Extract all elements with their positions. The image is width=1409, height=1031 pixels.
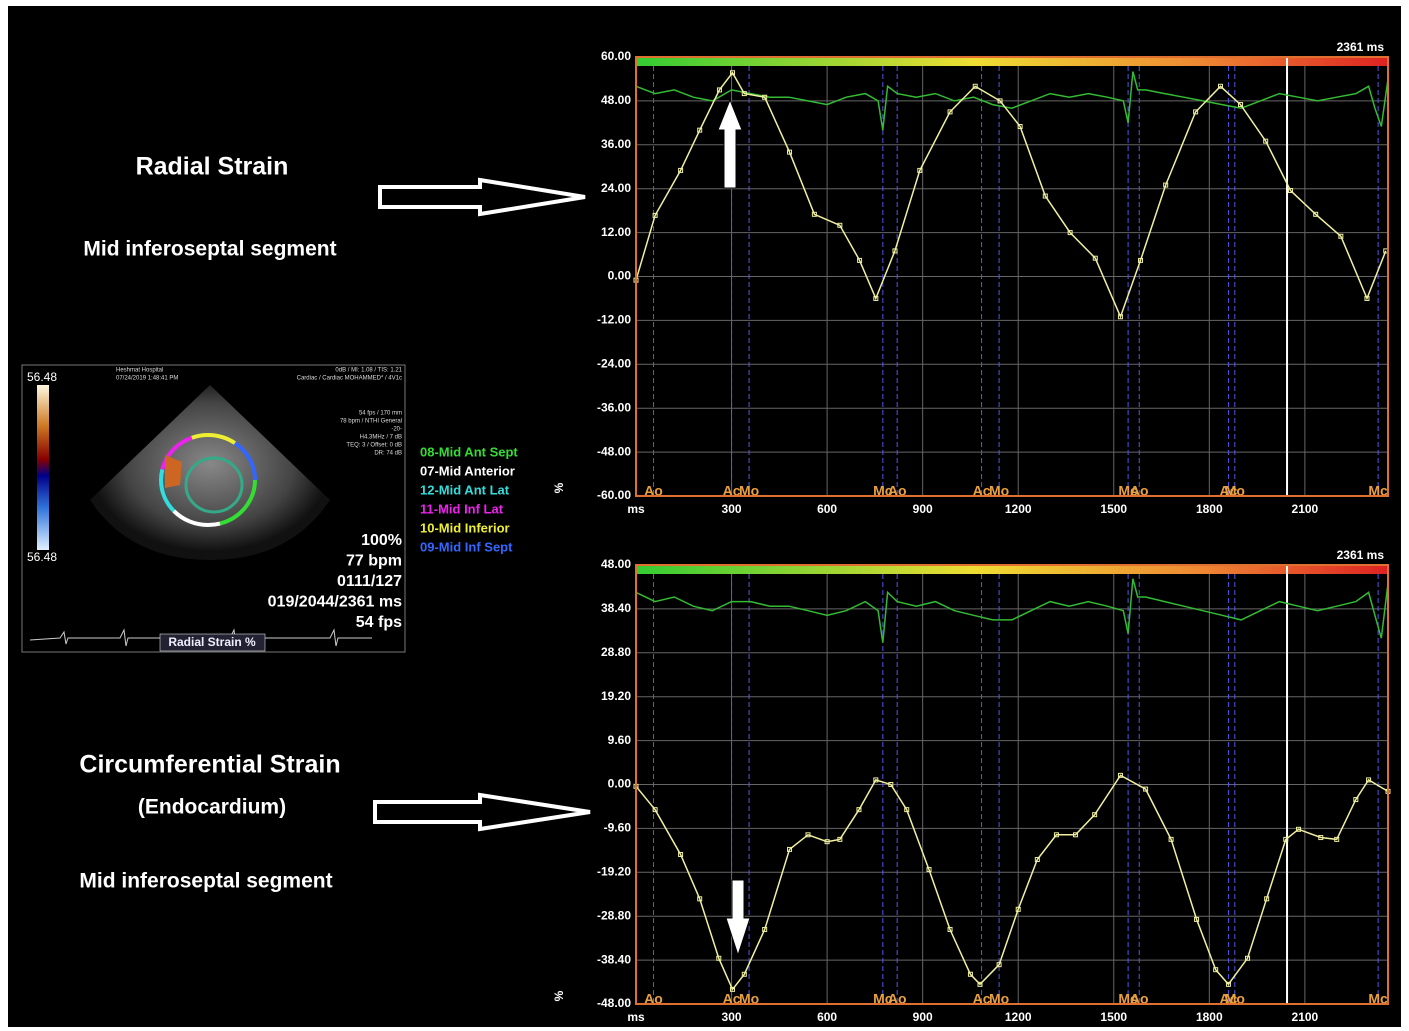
segment-label: 07-Mid Anterior — [420, 463, 515, 478]
settings-text: 78 bpm / NTHI General — [340, 419, 402, 425]
y-tick-label: 0.00 — [608, 777, 632, 791]
y-tick-label: -48.00 — [597, 996, 631, 1010]
segment-label: 10-Mid Inferior — [420, 520, 510, 535]
stat-text: 019/2044/2361 ms — [268, 594, 402, 611]
y-tick-label: 19.20 — [601, 689, 631, 703]
radial-segment: Mid inferoseptal segment — [83, 238, 336, 261]
y-tick-label: 36.00 — [601, 137, 631, 151]
header-text: Heshmat Hospital — [116, 368, 163, 374]
x-tick-label: 1800 — [1196, 502, 1223, 516]
x-axis-label: ms — [627, 1010, 645, 1024]
y-tick-label: 48.00 — [601, 557, 631, 571]
segment-label: 08-Mid Ant Sept — [420, 444, 518, 459]
end-label: 2361 ms — [1337, 548, 1385, 562]
x-tick-label: 2100 — [1292, 1010, 1319, 1024]
y-tick-label: 60.00 — [601, 49, 631, 63]
x-tick-label: 2100 — [1292, 502, 1319, 516]
stat-text: 77 bpm — [346, 553, 402, 570]
y-tick-label: 38.40 — [601, 601, 631, 615]
segment-label: 09-Mid Inf Sept — [420, 539, 513, 554]
color-scale — [37, 385, 49, 550]
segment-label: 12-Mid Ant Lat — [420, 482, 510, 497]
x-tick-label: 1500 — [1100, 1010, 1127, 1024]
echo-thumbnail: 56.48 56.48 Heshmat Hospital 07/24/2019 1… — [22, 365, 405, 652]
stat-text: 54 fps — [356, 614, 402, 631]
x-tick-label: 1200 — [1005, 1010, 1032, 1024]
color-bar — [636, 57, 1388, 66]
y-axis-label: % — [552, 990, 566, 1001]
x-tick-label: 900 — [913, 502, 933, 516]
end-label: 2361 ms — [1337, 40, 1385, 54]
figure: Radial Strain Mid inferoseptal segment C… — [0, 0, 1409, 1031]
y-axis-label: % — [552, 482, 566, 493]
settings-text: -20- — [391, 427, 402, 433]
y-tick-label: 28.80 — [601, 645, 631, 659]
x-tick-label: 1200 — [1005, 502, 1032, 516]
color-bar — [636, 565, 1388, 574]
y-tick-label: -48.00 — [597, 444, 631, 458]
y-tick-label: 24.00 — [601, 181, 631, 195]
circ-segment: Mid inferoseptal segment — [79, 870, 332, 893]
y-tick-label: 12.00 — [601, 225, 631, 239]
stat-text: 0111/127 — [337, 573, 402, 590]
segment-label: 11-Mid Inf Lat — [420, 501, 504, 516]
x-axis-label: ms — [627, 502, 645, 516]
y-tick-label: -19.20 — [597, 864, 631, 878]
y-tick-label: -60.00 — [597, 488, 631, 502]
x-tick-label: 1800 — [1196, 1010, 1223, 1024]
header-text: 07/24/2019 1:48:41 PM — [116, 376, 178, 382]
page: {"annotations":{"radial_title":"Radial S… — [0, 0, 1409, 1031]
settings-text: DR: 74 dB — [374, 451, 402, 457]
x-tick-label: 600 — [817, 1010, 837, 1024]
mode-label: Radial Strain % — [168, 635, 256, 649]
settings-text: H4.3MHz / 7 dB — [360, 435, 402, 441]
circ-title: Circumferential Strain — [79, 751, 340, 779]
header-text: Cardiac / Cardiac MOHAMMED* / 4V1c — [297, 376, 402, 382]
y-tick-label: -38.40 — [597, 952, 631, 966]
y-tick-label: -36.00 — [597, 400, 631, 414]
y-tick-label: -12.00 — [597, 313, 631, 327]
circ-subtitle: (Endocardium) — [138, 796, 286, 819]
scale-bottom: 56.48 — [27, 550, 57, 564]
stat-text: 100% — [361, 532, 402, 549]
y-tick-label: -9.60 — [604, 821, 632, 835]
y-tick-label: 0.00 — [608, 269, 632, 283]
settings-text: 54 fps / 170 mm — [359, 411, 402, 417]
x-tick-label: 300 — [722, 1010, 742, 1024]
x-tick-label: 300 — [722, 502, 742, 516]
x-tick-label: 600 — [817, 502, 837, 516]
settings-text: TEQ: 3 / Offset: 0 dB — [346, 443, 402, 449]
x-tick-label: 1500 — [1100, 502, 1127, 516]
y-tick-label: -24.00 — [597, 356, 631, 370]
y-tick-label: 9.60 — [608, 733, 632, 747]
x-tick-label: 900 — [913, 1010, 933, 1024]
scale-top: 56.48 — [27, 370, 57, 384]
y-tick-label: 48.00 — [601, 93, 631, 107]
header-text: 0dB / MI: 1.08 / TIS: 1.21 — [335, 368, 402, 374]
y-tick-label: -28.80 — [597, 908, 631, 922]
radial-title: Radial Strain — [136, 153, 289, 181]
